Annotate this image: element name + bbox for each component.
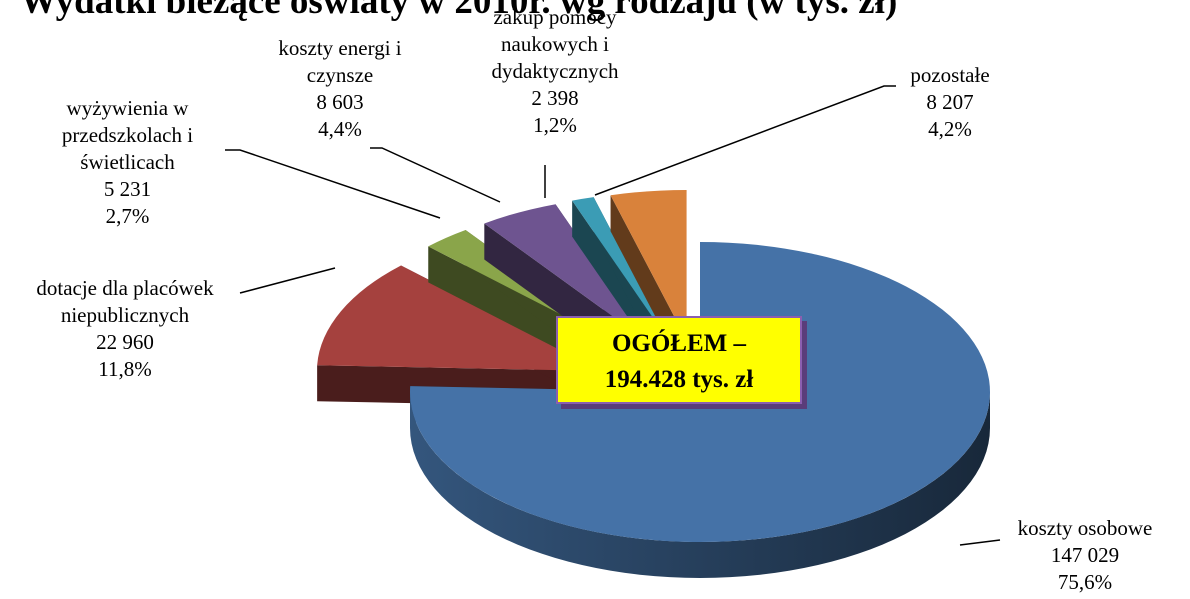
value-label: 11,8% bbox=[98, 357, 152, 381]
value-label: 2 398 bbox=[531, 86, 579, 110]
data-label: koszty energi i czynsze 8 603 4,4% bbox=[245, 35, 435, 143]
category-label: wyżywienia w przedszkolach i świetlicach bbox=[61, 96, 194, 174]
slice-top bbox=[610, 189, 687, 340]
category-label: pozostałe bbox=[910, 63, 990, 87]
value-label: 2,7% bbox=[105, 204, 150, 228]
data-label: koszty osobowe 147 029 75,6% bbox=[990, 515, 1180, 596]
slice-top bbox=[572, 197, 670, 342]
category-label: dotacje dla placówek niepublicznych bbox=[36, 276, 214, 327]
leader-line bbox=[225, 149, 441, 219]
leader-line bbox=[594, 85, 896, 196]
leader-line bbox=[239, 267, 336, 294]
value-label: 4,4% bbox=[318, 117, 362, 141]
data-label: dotacje dla placówek niepublicznych 22 96… bbox=[5, 275, 245, 383]
slice-top bbox=[484, 204, 653, 346]
value-label: 5 231 bbox=[103, 177, 152, 201]
value-label: 1,2% bbox=[533, 113, 577, 137]
value-label: 75,6% bbox=[1057, 570, 1113, 594]
value-label: 4,2% bbox=[928, 117, 972, 141]
slice-top bbox=[317, 265, 607, 372]
leader-line bbox=[959, 539, 1001, 546]
annotation-line: OGÓŁEM – bbox=[611, 330, 747, 357]
category-label: koszty osobowe bbox=[1017, 516, 1153, 540]
value-label: 22 960 bbox=[96, 330, 154, 354]
value-label: 8 207 bbox=[926, 90, 974, 114]
value-label: 8 603 bbox=[316, 90, 364, 114]
data-label: pozostałe 8 207 4,2% bbox=[890, 62, 1010, 143]
data-label: zakup pomocy naukowych i dydaktycznych 2 … bbox=[465, 4, 645, 139]
slice-wall bbox=[410, 392, 990, 578]
leader-line bbox=[370, 147, 501, 203]
category-label: koszty energi i czynsze bbox=[278, 36, 402, 87]
category-label: zakup pomocy naukowych i dydaktycznych bbox=[491, 5, 619, 83]
data-label: wyżywienia w przedszkolach i świetlicach… bbox=[40, 95, 215, 230]
value-label: 147 029 bbox=[1050, 543, 1120, 567]
total-box: OGÓŁEM – 194.428 tys. zł bbox=[556, 316, 802, 404]
annotation-line: 194.428 tys. zł bbox=[604, 366, 754, 393]
chart-title: Wydatki bieżące oświaty w 2010r. wg rodz… bbox=[20, 0, 898, 22]
